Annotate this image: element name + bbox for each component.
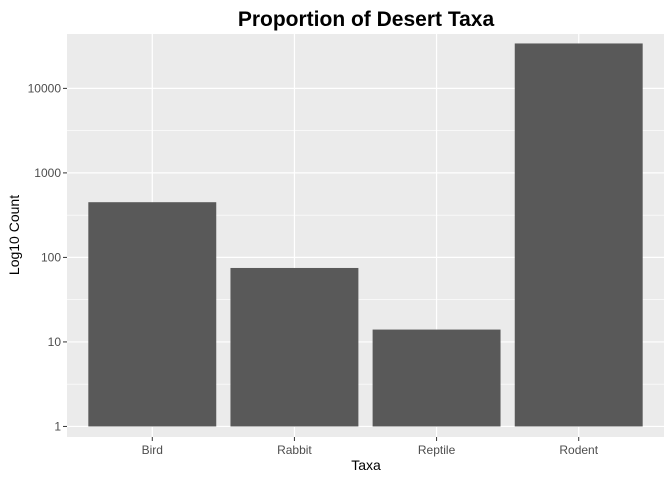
x-axis-title: Taxa — [351, 457, 381, 473]
x-tick-label: Rabbit — [277, 443, 312, 457]
y-tick-label: 10 — [48, 335, 62, 349]
bars — [88, 43, 643, 427]
bar-bird — [88, 202, 217, 427]
y-axis-ticks: 1 10 100 1000 10000 — [28, 81, 67, 433]
y-tick-label: 100 — [41, 250, 61, 264]
bar-rabbit — [230, 267, 359, 427]
x-axis-ticks: Bird Rabbit Reptile Rodent — [142, 437, 599, 457]
x-tick-label: Bird — [142, 443, 163, 457]
chart-title: Proportion of Desert Taxa — [238, 8, 495, 31]
bar-rodent — [514, 43, 643, 427]
y-tick-label: 1000 — [34, 166, 61, 180]
x-tick-label: Reptile — [418, 443, 456, 457]
bar-reptile — [372, 329, 501, 427]
x-tick-label: Rodent — [559, 443, 598, 457]
y-tick-label: 1 — [54, 419, 61, 433]
y-tick-label: 10000 — [28, 81, 62, 95]
y-axis-title: Log10 Count — [6, 195, 22, 275]
